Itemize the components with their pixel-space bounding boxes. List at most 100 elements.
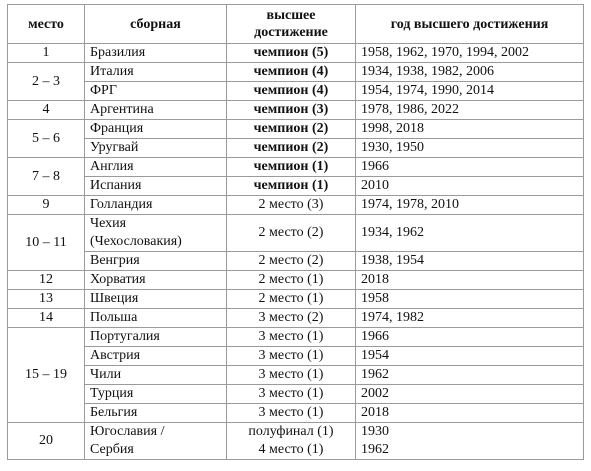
achievement-cell: 3 место (1)	[226, 365, 356, 385]
team-cell: Италия	[84, 62, 227, 82]
team-cell: Швеция	[84, 289, 227, 309]
table-row: 9 Голландия 2 место (3) 1974, 1978, 2010	[7, 195, 584, 215]
team-cell: Польша	[84, 308, 227, 328]
place-cell: 4	[7, 100, 85, 120]
years-cell: 2010	[355, 176, 584, 196]
table-row: 10 – 11 Чехия (Чехословакия) 2 место (2)…	[7, 214, 584, 271]
table-row: Венгрия 2 место (2) 1938, 1954	[8, 251, 584, 271]
team-line1: Югославия /	[90, 424, 165, 439]
place-cell: 5 – 6	[7, 119, 85, 158]
team-cell: Чехия (Чехословакия)	[84, 214, 227, 252]
table-row: 13 Швеция 2 место (1) 1958	[7, 289, 584, 309]
years-cell: 1962	[355, 365, 584, 385]
years-cell: 1938, 1954	[355, 251, 584, 271]
table-row: Чили 3 место (1) 1962	[8, 365, 584, 385]
header-achievement-line1: высшее	[266, 8, 316, 23]
table-row: Бельгия 3 место (1) 2018	[8, 403, 584, 423]
table-row: 14 Польша 3 место (2) 1974, 1982	[7, 308, 584, 328]
achievement-cell: 2 место (1)	[226, 289, 356, 309]
achievement-cell: чемпион (4)	[226, 62, 356, 82]
place-cell: 1	[7, 43, 85, 63]
team-cell: Уругвай	[84, 138, 227, 158]
table-row: 20 Югославия / Сербия полуфинал (1) 4 ме…	[7, 422, 584, 460]
achievement-line2: 4 место (1)	[258, 442, 324, 457]
place-cell: 14	[7, 308, 85, 328]
table-row: 2 – 3 Италия чемпион (4) 1934, 1938, 198…	[7, 62, 584, 101]
team-cell: Югославия / Сербия	[84, 422, 227, 460]
achievement-cell: полуфинал (1) 4 место (1)	[226, 422, 356, 460]
table-row: 7 – 8 Англия чемпион (1) 1966	[7, 157, 584, 196]
table-row: Турция 3 место (1) 2002	[8, 384, 584, 404]
team-cell: Хорватия	[84, 270, 227, 290]
achievement-cell: 3 место (1)	[226, 346, 356, 366]
achievement-cell: чемпион (2)	[226, 138, 356, 158]
years-cell: 1966	[355, 157, 584, 177]
header-achievement-line2: достижение	[254, 25, 328, 40]
place-cell: 9	[7, 195, 85, 215]
header-years: год высшего достижения	[355, 4, 584, 44]
achievement-cell: 3 место (1)	[226, 384, 356, 404]
place-cell: 10 – 11	[7, 214, 85, 271]
team-cell: Испания	[84, 176, 227, 196]
years-cell: 2002	[355, 384, 584, 404]
team-line2: (Чехословакия)	[90, 234, 182, 249]
years-cell: 1954, 1974, 1990, 2014	[355, 81, 584, 101]
table-row: ФРГ чемпион (4) 1954, 1974, 1990, 2014	[8, 81, 584, 101]
years-cell: 1974, 1982	[355, 308, 584, 328]
team-cell: Бельгия	[84, 403, 227, 423]
team-cell: Австрия	[84, 346, 227, 366]
team-cell: Португалия	[84, 327, 227, 347]
years-line1: 1930	[361, 424, 389, 439]
years-cell: 1954	[355, 346, 584, 366]
years-cell: 1930 1962	[355, 422, 584, 460]
world-cup-ranking-table: место сборная высшее достижение год высш…	[7, 4, 584, 460]
place-cell: 13	[7, 289, 85, 309]
achievement-cell: 2 место (2)	[226, 214, 356, 252]
achievement-cell: чемпион (1)	[226, 176, 356, 196]
years-cell: 1934, 1962	[355, 214, 584, 252]
team-cell: Венгрия	[84, 251, 227, 271]
team-cell: Франция	[84, 119, 227, 139]
team-cell: Англия	[84, 157, 227, 177]
years-cell: 1930, 1950	[355, 138, 584, 158]
team-cell: Бразилия	[84, 43, 227, 63]
achievement-cell: 2 место (3)	[226, 195, 356, 215]
table-row: 15 – 19 Португалия 3 место (1) 1966	[7, 327, 584, 423]
table-row: 1 Бразилия чемпион (5) 1958, 1962, 1970,…	[7, 43, 584, 63]
header-row: место сборная высшее достижение год высш…	[7, 4, 584, 44]
achievement-cell: чемпион (4)	[226, 81, 356, 101]
team-cell: Аргентина	[84, 100, 227, 120]
years-cell: 2018	[355, 403, 584, 423]
years-cell: 1974, 1978, 2010	[355, 195, 584, 215]
place-cell: 2 – 3	[7, 62, 85, 101]
achievement-cell: чемпион (2)	[226, 119, 356, 139]
achievement-cell: чемпион (3)	[226, 100, 356, 120]
header-team: сборная	[84, 4, 227, 44]
table-row: 5 – 6 Франция чемпион (2) 1998, 2018	[7, 119, 584, 158]
team-cell: Чили	[84, 365, 227, 385]
years-cell: 1998, 2018	[355, 119, 584, 139]
team-cell: Голландия	[84, 195, 227, 215]
years-cell: 2018	[355, 270, 584, 290]
years-cell: 1966	[355, 327, 584, 347]
achievement-cell: 2 место (2)	[226, 251, 356, 271]
team-line2: Сербия	[90, 442, 134, 457]
place-cell: 20	[7, 422, 85, 460]
achievement-cell: 3 место (2)	[226, 308, 356, 328]
years-line2: 1962	[361, 442, 389, 457]
table-row: Австрия 3 место (1) 1954	[8, 346, 584, 366]
achievement-cell: 2 место (1)	[226, 270, 356, 290]
achievement-cell: 3 место (1)	[226, 327, 356, 347]
team-cell: ФРГ	[84, 81, 227, 101]
header-achievement: высшее достижение	[226, 4, 356, 44]
years-cell: 1958, 1962, 1970, 1994, 2002	[355, 43, 584, 63]
years-cell: 1958	[355, 289, 584, 309]
place-cell: 12	[7, 270, 85, 290]
years-cell: 1934, 1938, 1982, 2006	[355, 62, 584, 82]
years-cell: 1978, 1986, 2022	[355, 100, 584, 120]
team-line1: Чехия	[90, 216, 127, 231]
achievement-line1: полуфинал (1)	[248, 424, 334, 439]
place-cell: 7 – 8	[7, 157, 85, 196]
achievement-cell: чемпион (5)	[226, 43, 356, 63]
place-cell: 15 – 19	[7, 327, 85, 423]
